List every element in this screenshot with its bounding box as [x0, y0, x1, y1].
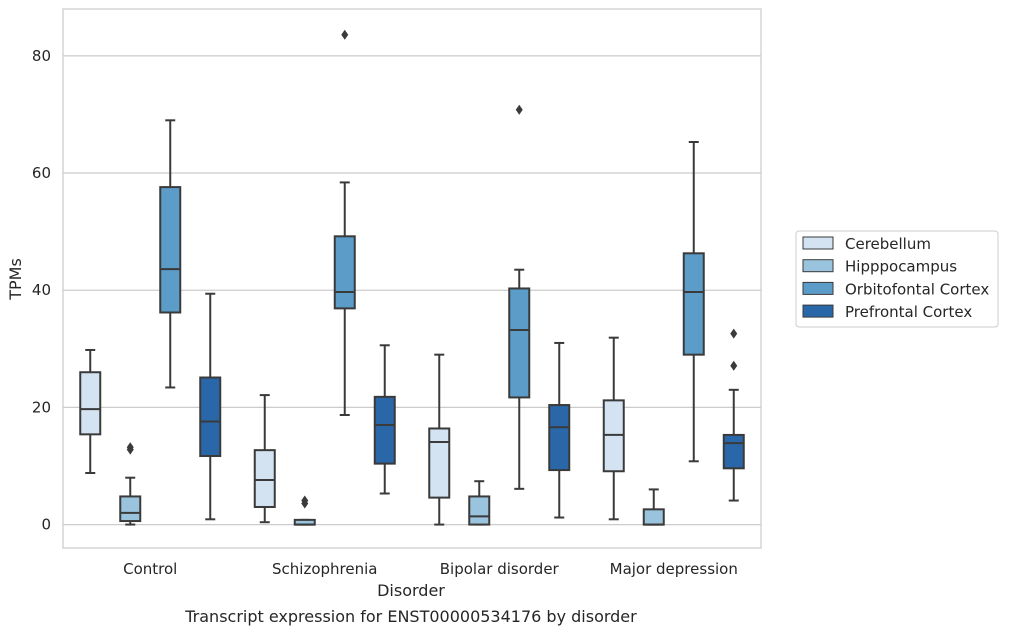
x-axis-label: Disorder	[377, 581, 445, 600]
legend-swatch	[802, 281, 834, 295]
box-series	[79, 29, 745, 526]
box-hipppocampus-3	[642, 488, 665, 526]
box-cerebellum-2	[428, 353, 451, 526]
box-orbitofontal-cortex-1	[333, 29, 356, 417]
legend-label: Orbitofontal Cortex	[845, 280, 989, 298]
box-body	[508, 287, 531, 399]
box-body	[642, 508, 665, 526]
y-axis-label: TPMs	[6, 258, 25, 301]
x-tick-label: Schizophrenia	[272, 560, 377, 578]
outlier-point	[730, 360, 738, 371]
outlier-point	[301, 495, 309, 506]
box-body	[199, 376, 222, 458]
box-hipppocampus-1	[293, 495, 316, 526]
box-body	[79, 371, 102, 436]
outlier-point	[515, 104, 523, 115]
x-tick-label: Bipolar disorder	[440, 560, 560, 578]
legend-swatch	[802, 259, 834, 273]
box-prefrontal-cortex-0	[199, 292, 222, 521]
box-orbitofontal-cortex-3	[682, 140, 705, 463]
outlier-point	[341, 29, 349, 40]
box-body	[722, 433, 745, 470]
legend-frame	[795, 230, 999, 328]
box-prefrontal-cortex-1	[373, 344, 396, 495]
box-orbitofontal-cortex-2	[508, 104, 531, 490]
box-body	[548, 404, 571, 472]
box-orbitofontal-cortex-0	[159, 119, 182, 389]
y-tick-label: 60	[32, 164, 51, 182]
box-cerebellum-3	[602, 336, 625, 521]
outlier-point	[126, 442, 134, 453]
outlier-point	[730, 328, 738, 339]
box-hipppocampus-2	[468, 480, 491, 526]
chart-caption: Transcript expression for ENST0000053417…	[184, 607, 637, 626]
box-body	[333, 235, 356, 310]
box-hipppocampus-0	[119, 442, 142, 526]
plot-frame	[62, 8, 762, 549]
box-body	[682, 252, 705, 356]
legend-label: Hipppocampus	[845, 258, 957, 276]
box-body	[253, 449, 276, 508]
box-body	[373, 395, 396, 465]
legend: Cerebellum Hipppocampus Orbitofontal Corte…	[795, 230, 999, 328]
legend-swatch	[802, 236, 834, 250]
x-tick-label: Major depression	[610, 560, 738, 578]
y-axis-ticks: 0 20 40 60 80	[32, 47, 51, 534]
box-body	[468, 495, 491, 526]
legend-swatch	[802, 304, 834, 318]
box-body	[159, 186, 182, 314]
legend-label: Prefrontal Cortex	[845, 303, 972, 321]
box-prefrontal-cortex-2	[548, 341, 571, 519]
box-body	[119, 495, 142, 523]
x-tick-label: Control	[123, 560, 177, 578]
y-tick-label: 80	[32, 47, 51, 65]
box-body	[428, 427, 451, 499]
x-axis-ticks: Control Schizophrenia Bipolar disorder Majo…	[123, 560, 738, 578]
box-prefrontal-cortex-3	[722, 328, 745, 502]
y-tick-label: 40	[32, 281, 51, 299]
box-cerebellum-1	[253, 394, 276, 524]
y-tick-label: 0	[41, 516, 51, 534]
y-tick-label: 20	[32, 398, 51, 416]
box-cerebellum-0	[79, 348, 102, 475]
legend-label: Cerebellum	[845, 235, 931, 253]
